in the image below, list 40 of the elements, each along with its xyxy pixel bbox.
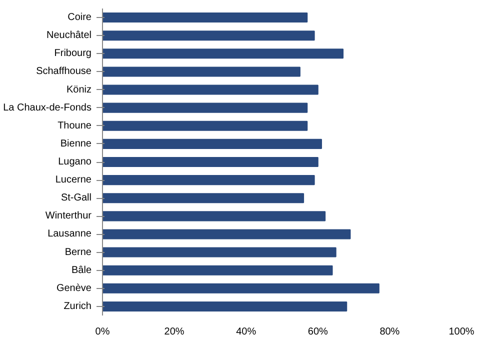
- x-tick-label: 0%: [95, 326, 110, 338]
- bar: [102, 211, 326, 222]
- y-tick-label: La Chaux-de-Fonds: [3, 102, 92, 114]
- bar: [102, 247, 336, 258]
- y-tick-label: Winterthur: [45, 210, 92, 222]
- y-tick-label: Coire: [68, 12, 92, 24]
- y-tick-label: Bienne: [60, 138, 92, 150]
- bar: [102, 12, 308, 23]
- bar: [102, 48, 344, 59]
- y-tick-label: Zurich: [64, 300, 92, 312]
- y-tick-label: Lugano: [58, 156, 92, 168]
- x-tick-label: 20%: [164, 326, 184, 338]
- bar: [102, 156, 318, 168]
- y-tick-label: Neuchâtel: [46, 30, 92, 42]
- bar: [102, 120, 308, 131]
- y-tick-label: Thoune: [58, 120, 92, 132]
- bar: [102, 283, 380, 294]
- y-tick-label: Schaffhouse: [36, 66, 92, 78]
- x-tick-label: 100%: [448, 326, 474, 338]
- x-tick-label: 80%: [380, 326, 400, 338]
- bar: [102, 84, 318, 95]
- bar: [102, 30, 315, 41]
- y-tick-label: Lausanne: [48, 228, 92, 240]
- y-tick-label: Köniz: [66, 84, 92, 96]
- y-tick-label: Bâle: [71, 264, 92, 276]
- x-tick-label: 60%: [308, 326, 328, 338]
- y-tick-label: Genève: [56, 282, 92, 294]
- bar: [102, 193, 304, 204]
- bar: [102, 301, 348, 312]
- y-tick-label: Lucerne: [55, 174, 92, 186]
- y-tick-label: St-Gall: [60, 192, 92, 204]
- bar: [102, 175, 315, 186]
- y-tick-label: Berne: [64, 246, 92, 258]
- bar: [102, 229, 351, 240]
- y-tick-label: Fribourg: [54, 48, 92, 60]
- bar: [102, 66, 300, 77]
- bar: [102, 265, 333, 276]
- bar: [102, 138, 322, 149]
- bar: [102, 102, 308, 113]
- x-tick-label: 40%: [236, 326, 256, 338]
